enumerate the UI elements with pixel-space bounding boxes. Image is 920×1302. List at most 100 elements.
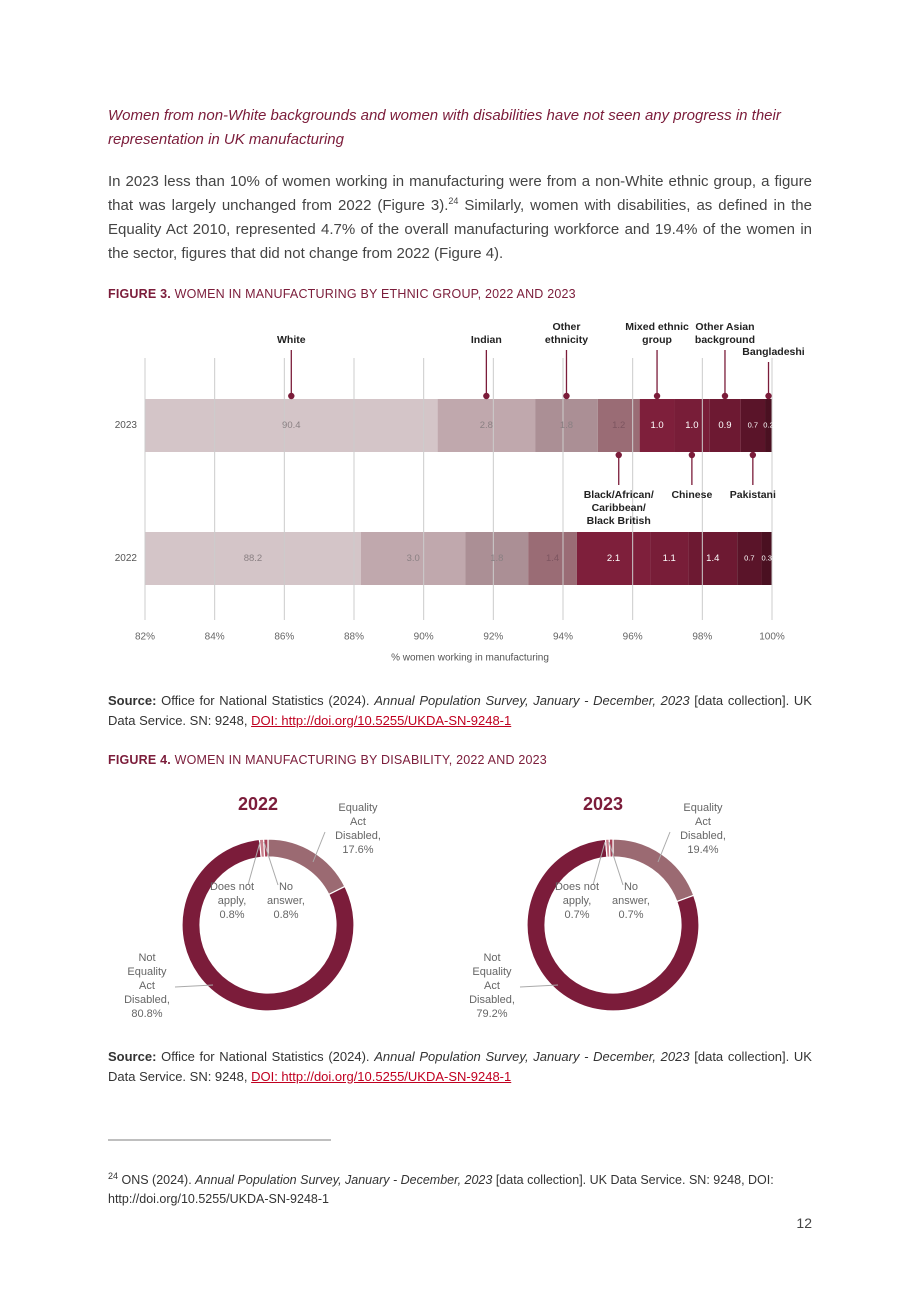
data-label: Does not apply, 0.8% (209, 881, 255, 921)
footnote-ref: 24 (448, 196, 459, 206)
data-label: 2.1 (607, 553, 620, 564)
bar-segment (145, 399, 438, 452)
x-tick-label: 86% (274, 632, 294, 643)
bar-segment (145, 532, 361, 585)
donut-slice (526, 838, 700, 1012)
x-tick-label: 88% (344, 632, 364, 643)
data-label: 1.4 (706, 553, 719, 564)
pointer-dot (563, 392, 570, 400)
pointer-dot (288, 392, 295, 400)
x-tick-label: 84% (205, 632, 225, 643)
y-tick-label: 2022 (115, 553, 138, 564)
bar-segment (465, 532, 529, 585)
data-label: 0.7 (748, 420, 758, 429)
caption-text: WOMEN IN MANUFACTURING BY ETHNIC GROUP, … (174, 287, 576, 301)
text: [data collection]. UK Data Service. SN: … (108, 1173, 774, 1206)
page-number: 12 (796, 1215, 812, 1231)
legend-label: Mixed ethnic group (625, 321, 689, 346)
pointer-dot (688, 451, 696, 459)
bar-segment (528, 532, 577, 585)
bar-segment (688, 532, 738, 585)
bar-segment (765, 399, 772, 452)
data-label: No answer, 0.8% (267, 881, 305, 921)
figure-caption: FIGURE 4. WOMEN IN MANUFACTURING BY DISA… (108, 753, 547, 767)
data-label: 1.0 (685, 420, 698, 431)
data-label: Equality Act Disabled, 19.4% (680, 802, 726, 856)
pointer-dot (765, 392, 772, 400)
caption-text: WOMEN IN MANUFACTURING BY DISABILITY, 20… (174, 753, 547, 767)
data-label: Not Equality Act Disabled, 79.2% (469, 952, 515, 1020)
source-label: Source: (108, 1049, 157, 1064)
x-tick-label: 98% (692, 632, 712, 643)
data-label: 1.1 (663, 553, 676, 564)
source: Source: Office for National Statistics (… (108, 691, 812, 731)
legend-label: Bangladeshi (742, 346, 805, 358)
leader-line (519, 984, 559, 988)
data-label: 1.0 (650, 420, 663, 431)
title: Annual Population Survey, January - Dece… (195, 1173, 493, 1187)
chart-title: 2022 (238, 794, 278, 814)
data-label: 1.8 (560, 420, 573, 431)
bar-segment (360, 532, 466, 585)
leader-line (608, 841, 624, 886)
leader-line (247, 841, 261, 886)
data-label: No answer, 0.7% (612, 881, 650, 921)
text: Similarly, women with disabilities, as d… (108, 197, 812, 262)
data-label: 90.4 (282, 420, 301, 431)
data-label: 0.7 (744, 553, 754, 562)
source-label: Source: (108, 693, 157, 708)
paragraph: In 2023 less than 10% of women working i… (108, 170, 812, 266)
title: Annual Population Survey, January - Dece… (374, 693, 690, 708)
source: Source: Office for National Statistics (… (108, 1047, 812, 1087)
text: Office for National Statistics (2024). (161, 693, 370, 708)
text: ONS (2024). (121, 1173, 192, 1187)
data-label: 2.8 (480, 420, 493, 431)
heading: Women from non-White backgrounds and wom… (108, 107, 781, 148)
data-label: 3.0 (407, 553, 420, 564)
data-label: Not Equality Act Disabled, 80.8% (124, 952, 170, 1020)
data-label: 0.2 (763, 420, 773, 429)
bar-segment (576, 532, 651, 585)
legend-label: Chinese (671, 489, 713, 501)
data-label: 0.9 (718, 420, 731, 431)
leader-line (174, 984, 214, 988)
bar-segment (737, 532, 762, 585)
data-label: Does not apply, 0.7% (554, 881, 600, 921)
data-label: Equality Act Disabled, 17.6% (335, 802, 381, 856)
text: In 2023 less than 10% of women working i… (108, 173, 812, 214)
legend-label: Indian (470, 334, 502, 346)
caption-label: FIGURE 3. (108, 287, 171, 301)
x-tick-label: 92% (483, 632, 503, 643)
pointer-dot (653, 392, 661, 400)
x-tick-label: 82% (135, 632, 155, 643)
x-axis-title: % women working in manufacturing (391, 653, 549, 664)
pointer-dot (721, 392, 729, 400)
legend-label: Pakistani (729, 489, 776, 501)
figure-caption: FIGURE 3. WOMEN IN MANUFACTURING BY ETHN… (108, 287, 576, 301)
data-label: 1.4 (546, 553, 559, 564)
x-tick-label: 94% (553, 632, 573, 643)
chart-title: 2023 (583, 794, 623, 814)
bar-segment (535, 399, 598, 452)
x-tick-label: 90% (414, 632, 434, 643)
leader-line (657, 831, 671, 863)
caption-label: FIGURE 4. (108, 753, 171, 767)
doi-link[interactable]: DOI: http://doi.org/10.5255/UKDA-SN-9248… (251, 1069, 512, 1084)
bar-segment (674, 399, 710, 452)
footnote: 24 ONS (2024). Annual Population Survey,… (108, 1171, 812, 1209)
legend-label: Black/African/ Caribbean/ Black British (583, 489, 654, 527)
pointer-dot (749, 451, 757, 459)
bar-segment (437, 399, 536, 452)
donut-slice (181, 838, 355, 1012)
leader-line (263, 841, 279, 886)
pointer-dot (615, 451, 622, 459)
title: Annual Population Survey, January - Dece… (374, 1049, 690, 1064)
text: Office for National Statistics (2024). (161, 1049, 370, 1064)
leader-line (592, 841, 606, 886)
data-label: 1.8 (490, 553, 503, 564)
doi-link[interactable]: DOI: http://doi.org/10.5255/UKDA-SN-9248… (251, 713, 512, 728)
bar-segment (639, 399, 675, 452)
x-tick-label: 100% (759, 632, 785, 643)
